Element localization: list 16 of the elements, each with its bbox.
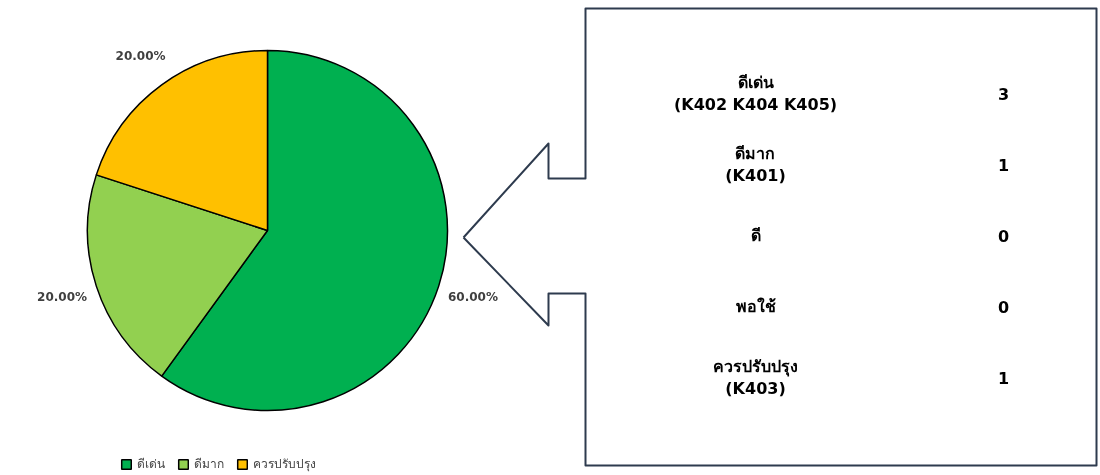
text: 3	[997, 84, 1010, 104]
text: 0	[997, 297, 1010, 317]
text: 1	[997, 155, 1010, 175]
text: ดีเด่น (K402 K404 K405)	[673, 72, 838, 115]
text: พอใช้	[735, 297, 776, 316]
data-label: 20.00%	[115, 48, 166, 63]
data-label: 60.00%	[447, 290, 498, 305]
text: 0	[997, 226, 1010, 246]
text: ควรปรับปรุง (K403)	[713, 356, 798, 399]
legend-label: ควรปรับปรุง	[253, 456, 316, 473]
legend-label: ดีเด่น	[137, 456, 165, 473]
legend-label: ดีมาก	[194, 456, 224, 473]
text: 1	[997, 368, 1010, 388]
text: ดีมาก (K401)	[725, 143, 786, 186]
data-label: 20.00%	[37, 290, 88, 305]
text: ดี	[750, 226, 761, 245]
